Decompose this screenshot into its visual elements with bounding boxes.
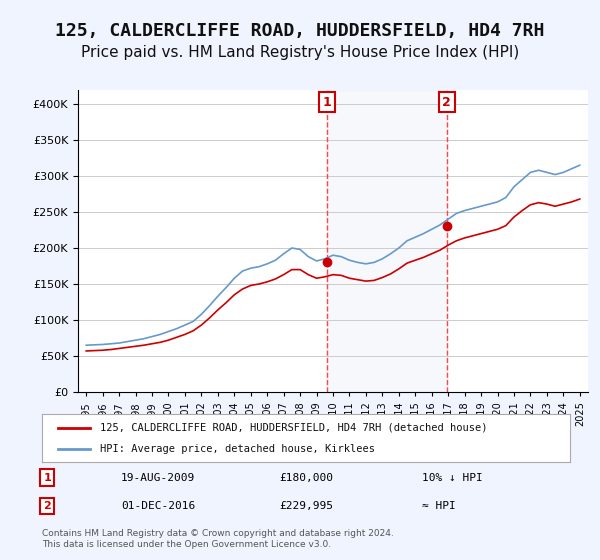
Text: £180,000: £180,000 [280,473,334,483]
Text: 125, CALDERCLIFFE ROAD, HUDDERSFIELD, HD4 7RH: 125, CALDERCLIFFE ROAD, HUDDERSFIELD, HD… [55,22,545,40]
Text: ≈ HPI: ≈ HPI [422,501,456,511]
Text: 19-AUG-2009: 19-AUG-2009 [121,473,196,483]
Text: 1: 1 [43,473,51,483]
Text: Contains HM Land Registry data © Crown copyright and database right 2024.
This d: Contains HM Land Registry data © Crown c… [42,529,394,549]
Text: 01-DEC-2016: 01-DEC-2016 [121,501,196,511]
Text: 2: 2 [43,501,51,511]
Text: 10% ↓ HPI: 10% ↓ HPI [422,473,483,483]
Text: £229,995: £229,995 [280,501,334,511]
Text: 1: 1 [323,96,331,109]
Text: HPI: Average price, detached house, Kirklees: HPI: Average price, detached house, Kirk… [100,444,375,454]
Text: 2: 2 [442,96,451,109]
Text: 125, CALDERCLIFFE ROAD, HUDDERSFIELD, HD4 7RH (detached house): 125, CALDERCLIFFE ROAD, HUDDERSFIELD, HD… [100,423,488,433]
Bar [327,90,447,392]
Text: Price paid vs. HM Land Registry's House Price Index (HPI): Price paid vs. HM Land Registry's House … [81,45,519,60]
